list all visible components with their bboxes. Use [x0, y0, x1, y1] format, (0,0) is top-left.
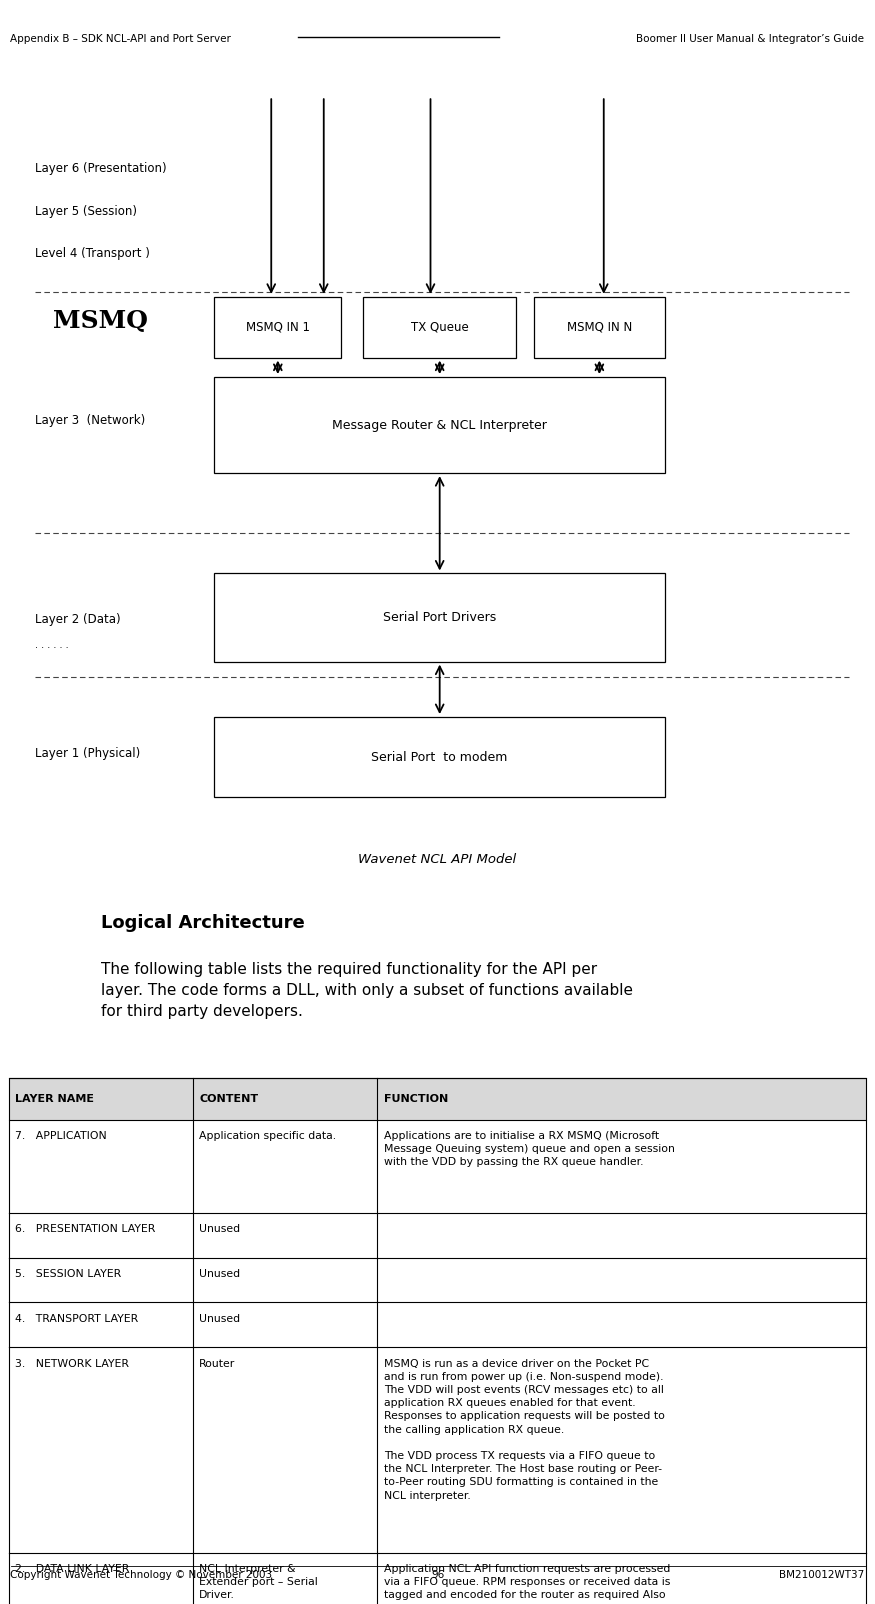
- Text: Layer 2 (Data): Layer 2 (Data): [35, 613, 121, 626]
- Text: Copyright Wavenet Technology © November 2003: Copyright Wavenet Technology © November …: [10, 1570, 273, 1580]
- Bar: [214, 573, 665, 661]
- Text: MSMQ IN 1: MSMQ IN 1: [246, 321, 310, 334]
- Text: Level 4 (Transport ): Level 4 (Transport ): [35, 247, 150, 260]
- Text: FUNCTION: FUNCTION: [383, 1094, 448, 1104]
- Text: Message Router & NCL Interpreter: Message Router & NCL Interpreter: [332, 419, 547, 431]
- Text: Layer 6 (Presentation): Layer 6 (Presentation): [35, 162, 166, 175]
- Text: MSMQ: MSMQ: [52, 310, 148, 332]
- Text: Application specific data.: Application specific data.: [200, 1131, 336, 1140]
- Text: The following table lists the required functionality for the API per
layer. The : The following table lists the required f…: [101, 962, 633, 1020]
- Bar: [214, 297, 341, 358]
- Text: Serial Port Drivers: Serial Port Drivers: [383, 611, 496, 624]
- Text: Application NCL API function requests are processed
via a FIFO queue. RPM respon: Application NCL API function requests ar…: [383, 1564, 670, 1604]
- Text: 4.   TRANSPORT LAYER: 4. TRANSPORT LAYER: [15, 1314, 138, 1323]
- Text: Unused: Unused: [200, 1314, 241, 1323]
- Text: MSMQ IN N: MSMQ IN N: [567, 321, 632, 334]
- Text: Layer 1 (Physical): Layer 1 (Physical): [35, 747, 140, 760]
- Text: CONTENT: CONTENT: [200, 1094, 258, 1104]
- Bar: [534, 297, 665, 358]
- Text: 96: 96: [430, 1570, 444, 1580]
- Text: NCL Interpreter &
Extender port – Serial
Driver.: NCL Interpreter & Extender port – Serial…: [200, 1564, 318, 1601]
- Text: 6.   PRESENTATION LAYER: 6. PRESENTATION LAYER: [15, 1224, 155, 1233]
- Text: Wavenet NCL API Model: Wavenet NCL API Model: [359, 853, 516, 866]
- Text: Serial Port  to modem: Serial Port to modem: [372, 751, 508, 764]
- Text: Layer 3  (Network): Layer 3 (Network): [35, 414, 145, 427]
- Text: Unused: Unused: [200, 1224, 241, 1233]
- Text: 3.   NETWORK LAYER: 3. NETWORK LAYER: [15, 1359, 129, 1368]
- Text: Router: Router: [200, 1359, 235, 1368]
- Bar: [214, 717, 665, 797]
- Text: 2.   DATA LINK LAYER: 2. DATA LINK LAYER: [15, 1564, 130, 1574]
- Bar: [214, 377, 665, 473]
- Text: Unused: Unused: [200, 1269, 241, 1278]
- Text: LAYER NAME: LAYER NAME: [15, 1094, 94, 1104]
- Bar: [363, 297, 516, 358]
- Text: . . . . . .: . . . . . .: [35, 640, 68, 650]
- Text: MSMQ is run as a device driver on the Pocket PC
and is run from power up (i.e. N: MSMQ is run as a device driver on the Po…: [383, 1359, 664, 1501]
- Text: Logical Architecture: Logical Architecture: [101, 914, 304, 932]
- Bar: [9, 1078, 866, 1120]
- Text: 7.   APPLICATION: 7. APPLICATION: [15, 1131, 107, 1140]
- Text: Appendix B – SDK NCL-API and Port Server: Appendix B – SDK NCL-API and Port Server: [10, 34, 231, 43]
- Text: Boomer II User Manual & Integrator’s Guide: Boomer II User Manual & Integrator’s Gui…: [636, 34, 864, 43]
- Text: BM210012WT37: BM210012WT37: [780, 1570, 864, 1580]
- Text: Layer 5 (Session): Layer 5 (Session): [35, 205, 137, 218]
- Text: Applications are to initialise a RX MSMQ (Microsoft
Message Queuing system) queu: Applications are to initialise a RX MSMQ…: [383, 1131, 675, 1168]
- Text: TX Queue: TX Queue: [411, 321, 469, 334]
- Text: 5.   SESSION LAYER: 5. SESSION LAYER: [15, 1269, 121, 1278]
